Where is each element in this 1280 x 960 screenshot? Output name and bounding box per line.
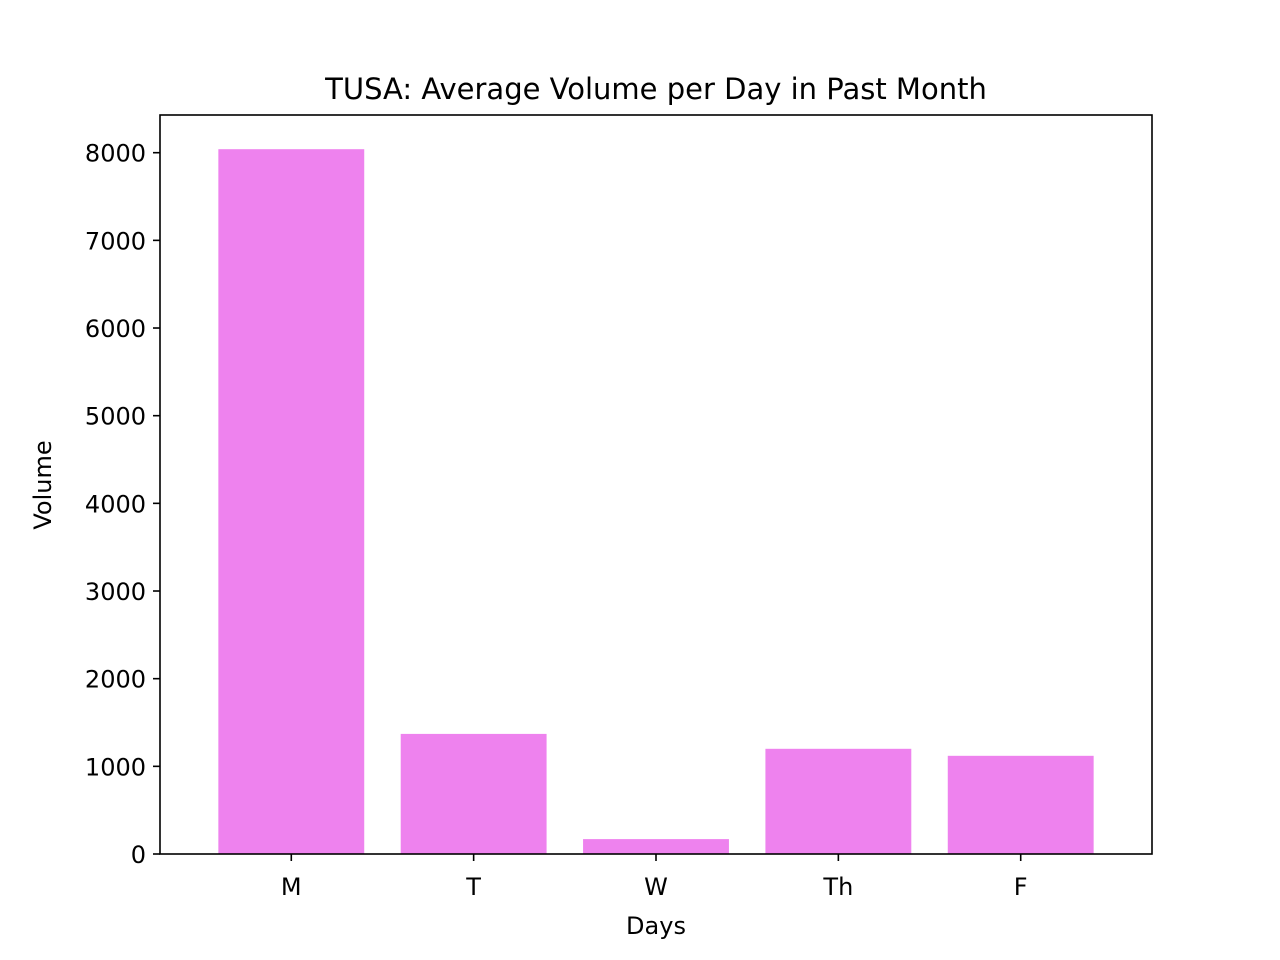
bar-th — [765, 748, 912, 854]
x-axis-label: Days — [626, 912, 686, 940]
y-tick-label: 2000 — [85, 666, 146, 694]
x-tick-label: T — [465, 873, 481, 901]
plot-frame — [159, 114, 1153, 855]
x-tick-label: F — [1014, 873, 1028, 901]
x-tick-label: M — [281, 873, 302, 901]
chart-title: TUSA: Average Volume per Day in Past Mon… — [324, 72, 987, 106]
y-tick-label: 3000 — [85, 578, 146, 606]
y-tick-label: 6000 — [85, 315, 146, 343]
y-tick-label: 5000 — [85, 403, 146, 431]
x-tick-label: W — [644, 873, 668, 901]
bar-m — [218, 149, 365, 855]
bar-w — [583, 839, 729, 854]
y-tick-label: 1000 — [85, 753, 146, 781]
y-tick-label: 8000 — [85, 140, 146, 168]
x-tick-label: Th — [822, 873, 853, 901]
bar-t — [400, 733, 547, 854]
y-tick-label: 0 — [131, 841, 146, 869]
bar-f — [947, 755, 1094, 854]
y-axis: 0 1000 2000 3000 4000 5000 6000 7000 8000 — [85, 140, 160, 869]
y-tick-label: 4000 — [85, 490, 146, 518]
bar-series — [218, 149, 1094, 855]
y-axis-label: Volume — [29, 440, 57, 529]
x-axis: M T W Th F — [281, 854, 1028, 901]
y-tick-label: 7000 — [85, 227, 146, 255]
